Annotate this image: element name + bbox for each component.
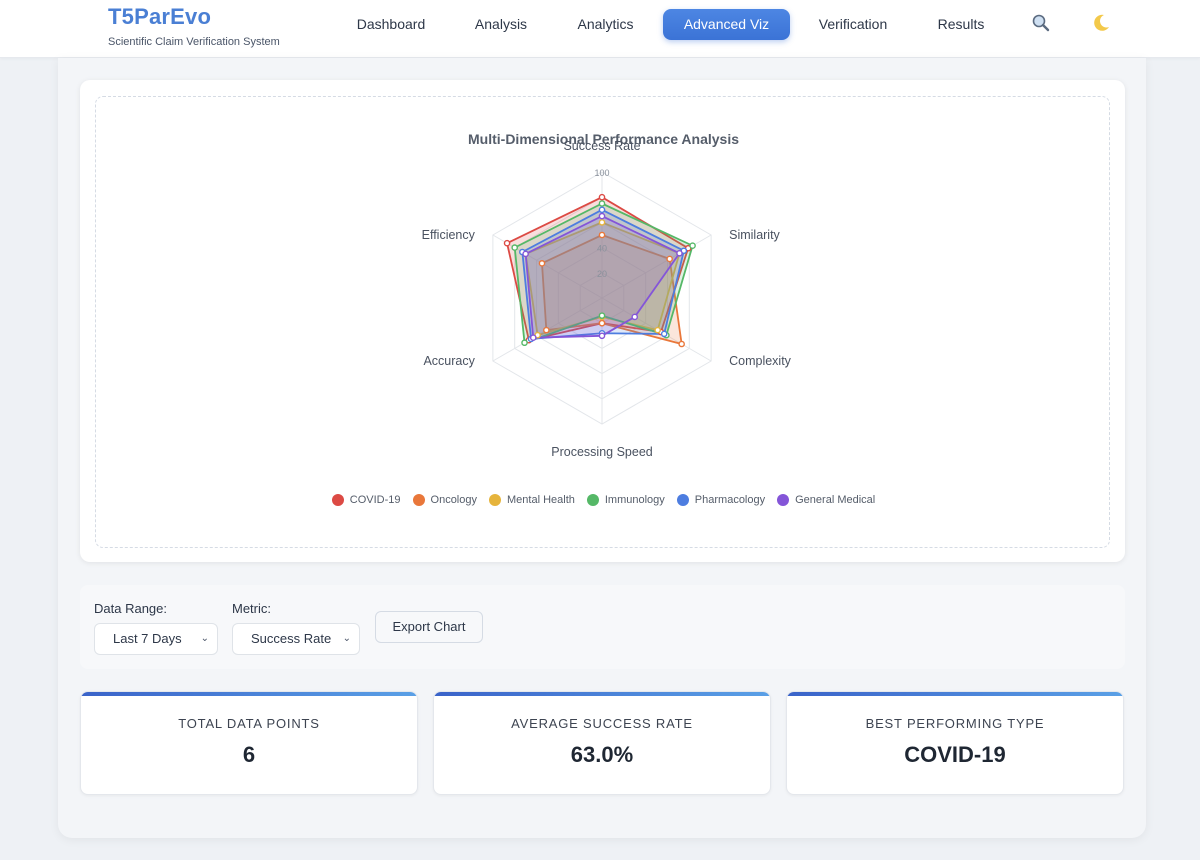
stat-value: 63.0%	[570, 742, 634, 767]
axis-label: Complexity	[729, 354, 792, 368]
data-range-value: Last 7 Days	[113, 631, 182, 646]
metric-value: Success Rate	[251, 631, 332, 646]
nav-dashboard[interactable]: Dashboard	[356, 16, 426, 32]
stat-accent-bar	[787, 692, 1123, 696]
data-point	[543, 326, 550, 334]
stat-label: TOTAL DATA POINTS	[178, 716, 320, 731]
chart-panel: Multi-Dimensional Performance Analysis 2…	[80, 80, 1125, 562]
brand-subtitle: Scientific Claim Verification System	[108, 36, 280, 48]
stat-value: COVID-19	[904, 742, 1006, 767]
axis-label: Efficiency	[422, 228, 476, 242]
data-point	[522, 250, 529, 258]
metric-label: Metric:	[232, 601, 271, 616]
chart-title: Multi-Dimensional Performance Analysis	[468, 131, 739, 147]
legend-label: General Medical	[795, 494, 876, 506]
legend-item[interactable]: Mental Health	[489, 494, 575, 506]
data-point	[598, 206, 606, 214]
tick-label: 100	[594, 168, 609, 178]
metric-select[interactable]: Success Rate ⌄	[232, 623, 360, 655]
data-point	[631, 313, 639, 321]
nav-results[interactable]: Results	[937, 16, 985, 32]
legend-item[interactable]: Immunology	[586, 494, 665, 506]
search-icon[interactable]	[1030, 12, 1052, 34]
data-point	[666, 255, 673, 263]
brand-title: T5ParEvo	[108, 4, 212, 29]
axis-label: Accuracy	[423, 354, 475, 368]
stat-accent-bar	[81, 692, 417, 696]
chevron-down-icon: ⌄	[200, 633, 209, 644]
nav-advanced-viz[interactable]: Advanced Viz	[663, 9, 790, 40]
chart-area: Multi-Dimensional Performance Analysis 2…	[95, 96, 1110, 548]
data-point	[598, 231, 606, 239]
export-chart-button[interactable]: Export Chart	[375, 611, 483, 643]
data-point	[521, 339, 528, 347]
brand[interactable]: T5ParEvo Scientific Claim Verification S…	[108, 4, 280, 48]
nav-analysis[interactable]: Analysis	[474, 16, 528, 32]
data-point	[511, 244, 519, 251]
stat-label: BEST PERFORMING TYPE	[865, 716, 1045, 731]
data-point	[598, 219, 606, 226]
stat-card-average-success-rate: AVERAGE SUCCESS RATE 63.0%	[433, 691, 771, 795]
data-point	[538, 260, 546, 267]
legend-label: COVID-19	[349, 494, 401, 506]
legend-swatch	[777, 494, 790, 506]
legend-item[interactable]: General Medical	[777, 494, 875, 506]
data-range-label: Data Range:	[94, 601, 167, 616]
data-point	[503, 239, 511, 247]
chart-controls: Data Range: Last 7 Days ⌄ Metric: Succes…	[80, 585, 1125, 669]
legend-swatch	[489, 494, 501, 506]
legend-label: Mental Health	[507, 494, 575, 506]
data-point	[676, 249, 683, 257]
legend-item[interactable]: Pharmacology	[676, 494, 766, 506]
legend-swatch	[676, 494, 689, 506]
tick-label: 40	[597, 244, 607, 254]
legend-label: Immunology	[604, 494, 665, 506]
data-point	[529, 334, 537, 341]
stat-value: 6	[242, 742, 256, 767]
data-point	[598, 319, 606, 327]
nav-analytics[interactable]: Analytics	[577, 16, 634, 32]
data-point	[660, 330, 668, 338]
stat-accent-bar	[434, 692, 770, 696]
nav-verification[interactable]: Verification	[818, 16, 888, 32]
legend-swatch	[586, 494, 599, 506]
axis-label: Success Rate	[563, 139, 640, 153]
data-point	[689, 242, 696, 250]
legend-item[interactable]: Oncology	[412, 494, 477, 506]
data-point	[598, 312, 606, 319]
tick-label: 20	[597, 269, 607, 279]
legend-item[interactable]: COVID-19	[331, 494, 401, 506]
data-point	[598, 212, 606, 220]
legend-swatch	[331, 494, 344, 506]
legend-swatch	[412, 494, 425, 506]
radar-chart: 20 40 100 Success Rate Similarity Complexity P…	[422, 139, 792, 459]
data-point	[598, 193, 606, 201]
data-range-select[interactable]: Last 7 Days ⌄	[94, 623, 218, 655]
data-point	[654, 326, 661, 334]
app-header: T5ParEvo Scientific Claim Verification S…	[0, 0, 1200, 58]
data-point	[598, 332, 606, 340]
legend-label: Oncology	[430, 494, 477, 506]
axis-label: Processing Speed	[551, 445, 653, 459]
legend-label: Pharmacology	[694, 494, 766, 506]
axis-spoke	[492, 234, 603, 299]
chevron-down-icon: ⌄	[342, 633, 351, 644]
stat-label: AVERAGE SUCCESS RATE	[511, 716, 693, 731]
stat-card-best-performing-type: BEST PERFORMING TYPE COVID-19	[786, 691, 1124, 795]
axis-label: Similarity	[729, 228, 780, 242]
stat-card-total-data-points: TOTAL DATA POINTS 6	[80, 691, 418, 795]
data-point	[678, 340, 685, 348]
data-point	[598, 200, 606, 207]
moon-icon[interactable]	[1090, 12, 1112, 34]
chart-legend: COVID-19 Oncology Mental Health Immunology P…	[96, 494, 1111, 506]
